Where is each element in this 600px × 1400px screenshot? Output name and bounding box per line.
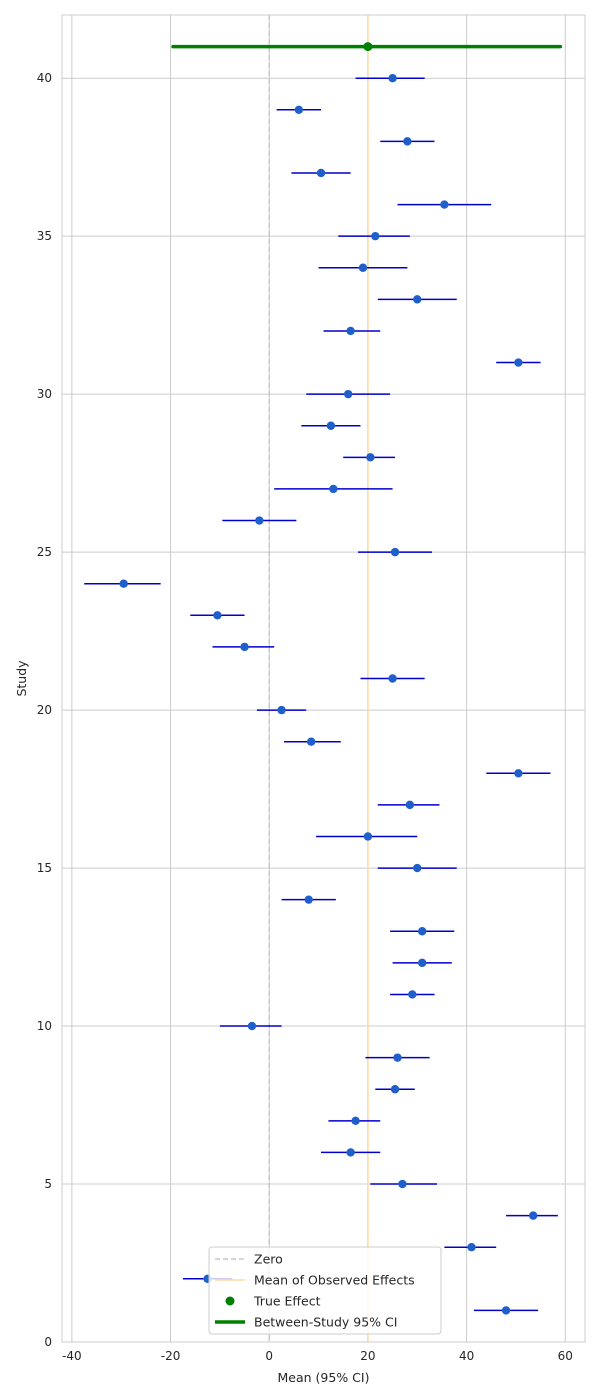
study-point: [393, 1053, 402, 1062]
study-point: [514, 358, 523, 367]
study-point: [326, 421, 336, 430]
true-effect-point: [363, 42, 373, 52]
y-tick-label: 35: [37, 229, 52, 243]
x-tick-label: 60: [558, 1349, 573, 1363]
study-point: [514, 769, 523, 778]
x-axis-label: Mean (95% CI): [278, 1370, 370, 1385]
y-tick-label: 20: [37, 703, 52, 717]
x-tick-label: 0: [265, 1349, 273, 1363]
study-point: [413, 295, 422, 304]
study-point: [417, 958, 427, 968]
legend-mean-label: Mean of Observed Effects: [254, 1273, 415, 1288]
x-tick-label: -20: [161, 1349, 181, 1363]
legend-zero-label: Zero: [254, 1252, 283, 1267]
study-point: [351, 1116, 360, 1126]
x-tick-label: 40: [459, 1349, 474, 1363]
study-point: [417, 927, 427, 936]
study-point: [213, 611, 222, 620]
y-tick-label: 25: [37, 545, 52, 559]
study-point: [304, 895, 313, 904]
study-point: [346, 326, 355, 336]
study-point: [501, 1306, 511, 1315]
study-point: [255, 516, 264, 525]
study-point: [467, 1243, 476, 1252]
study-point: [247, 1021, 257, 1031]
study-point: [363, 832, 373, 841]
y-tick-label: 5: [44, 1177, 52, 1191]
study-point: [240, 642, 249, 652]
study-point: [371, 231, 380, 241]
plot-frame: [61, 14, 586, 1343]
tick-labels: -40 -20 0 20 40 60 0 5 10 15 20 25 30 35 40: [37, 71, 573, 1363]
study-point: [294, 105, 304, 114]
y-tick-label: 30: [37, 387, 52, 401]
study-point: [388, 73, 397, 83]
y-tick-label: 0: [44, 1335, 52, 1349]
study-point: [398, 1179, 407, 1189]
study-markers: [84, 42, 563, 1315]
study-point: [366, 453, 375, 462]
y-tick-label: 40: [37, 71, 52, 85]
y-tick-label: 15: [37, 861, 52, 875]
legend-true-effect-symbol: [225, 1296, 235, 1306]
study-point: [306, 737, 316, 746]
legend: Zero Mean of Observed Effects True Effec…: [208, 1246, 442, 1335]
study-point: [346, 1148, 355, 1157]
x-tick-label: -40: [62, 1349, 82, 1363]
study-point: [390, 1085, 400, 1094]
legend-true-effect-label: True Effect: [253, 1294, 321, 1309]
study-point: [528, 1211, 538, 1220]
study-point: [316, 168, 326, 178]
y-tick-label: 10: [37, 1019, 52, 1033]
study-point: [403, 137, 412, 146]
study-point: [358, 263, 368, 272]
legend-between-study-ci-label: Between-Study 95% CI: [254, 1315, 397, 1330]
study-point: [277, 705, 286, 715]
study-point: [119, 579, 128, 588]
study-point: [388, 674, 397, 683]
study-point: [405, 800, 415, 810]
study-point: [343, 389, 353, 399]
study-point: [329, 484, 338, 494]
study-point: [408, 990, 417, 999]
study-point: [413, 863, 422, 873]
x-tick-label: 20: [360, 1349, 375, 1363]
y-axis-label: Study: [14, 660, 29, 697]
study-point: [390, 547, 400, 557]
study-point: [440, 200, 449, 209]
legend-box: [208, 1246, 442, 1335]
